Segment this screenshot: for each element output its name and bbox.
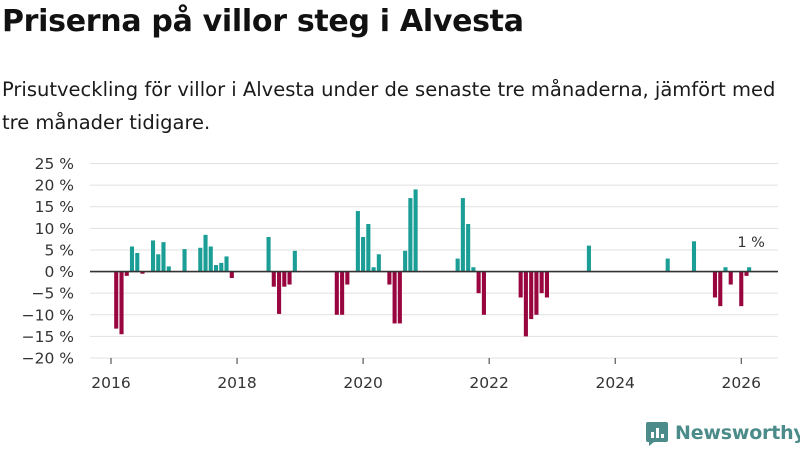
x-tick-label: 2018 <box>217 374 256 392</box>
bar-positive <box>182 249 187 272</box>
bar-positive <box>203 234 208 272</box>
x-axis-tick-labels: 2016 2018 2020 2022 2024 2026 <box>91 358 761 392</box>
brand-name: Newsworthy <box>675 422 800 444</box>
annotation-label: 1 % <box>737 235 765 251</box>
chart-subtitle: Prisutveckling för villor i Alvesta unde… <box>2 78 776 134</box>
bar-positive <box>466 224 471 272</box>
bar-negative <box>518 271 523 298</box>
chart-title: Priserna på villor steg i Alvesta <box>2 4 524 39</box>
bar-positive <box>376 254 381 272</box>
gridlines <box>90 163 778 359</box>
bar-negative <box>481 271 486 315</box>
bar-negative <box>340 271 345 315</box>
y-tick-label: 15 % <box>35 198 74 216</box>
bar-positive <box>455 258 460 272</box>
bar-positive <box>586 245 591 272</box>
bar-negative <box>229 271 234 279</box>
y-tick-label: −20 % <box>22 350 74 368</box>
bar-negative <box>529 271 534 320</box>
bar-positive <box>161 242 166 272</box>
bar-negative <box>387 271 392 285</box>
bar-negative <box>287 271 292 285</box>
bar-negative <box>271 271 276 287</box>
bar-negative <box>119 271 124 335</box>
bar-positive <box>747 267 752 272</box>
bar-positive <box>156 254 161 272</box>
y-tick-label: −15 % <box>22 328 74 346</box>
bar-positive <box>214 265 219 272</box>
y-tick-label: 5 % <box>44 241 74 259</box>
x-tick-label: 2022 <box>469 374 508 392</box>
bar-negative <box>476 271 481 294</box>
bar-negative <box>544 271 549 298</box>
bar-positive <box>361 236 366 272</box>
y-tick-label: 10 % <box>35 220 74 238</box>
bar-negative <box>397 271 402 324</box>
y-tick-label: −10 % <box>22 306 74 324</box>
bar-negative <box>712 271 718 298</box>
newsworthy-logo-icon <box>646 421 668 446</box>
bar-positive <box>355 211 360 272</box>
x-tick-label: 2024 <box>595 374 634 392</box>
bar-positive <box>219 262 224 272</box>
bar-positive <box>166 266 171 272</box>
bar-negative <box>534 271 539 315</box>
bar-positive <box>665 258 670 272</box>
bar-chart: 25 % 20 % 15 % 10 % 5 % 0 % −5 % −10 % −15 % −20 … <box>22 155 778 392</box>
bar-positive <box>292 250 297 272</box>
y-axis-tick-labels: 25 % 20 % 15 % 10 % 5 % 0 % −5 % −10 % −15 % −20 … <box>22 155 74 368</box>
bar-positive <box>460 198 465 272</box>
bar-positive <box>208 246 213 272</box>
bar-positive <box>224 256 229 272</box>
bar-positive <box>266 236 271 272</box>
y-tick-label: 0 % <box>44 263 74 281</box>
bar-negative <box>523 271 528 337</box>
x-tick-label: 2020 <box>343 374 382 392</box>
bar-positive <box>135 252 140 272</box>
bar-negative <box>744 271 749 276</box>
bar-negative <box>140 271 145 274</box>
bar-positive <box>198 247 203 272</box>
bar-negative <box>114 271 119 329</box>
bar-negative <box>277 271 282 314</box>
bar-positive <box>471 267 476 272</box>
bar-positive <box>408 198 413 272</box>
bar-positive <box>129 246 135 272</box>
bar-negative <box>282 271 287 287</box>
bar-negative <box>539 271 544 294</box>
bar-positive <box>150 240 156 272</box>
bar-negative <box>334 271 339 315</box>
bar-positive <box>371 267 376 272</box>
bar-negative <box>345 271 350 285</box>
bar-negative <box>739 271 744 307</box>
bar-negative <box>718 271 723 307</box>
bar-negative <box>124 271 129 276</box>
bar-negative <box>728 271 733 285</box>
bar-positive <box>366 224 371 272</box>
annotations: 1 % <box>737 235 765 251</box>
x-tick-label: 2016 <box>91 374 130 392</box>
y-tick-label: 25 % <box>35 155 74 173</box>
newsworthy-logo: Newsworthy <box>645 420 800 446</box>
x-tick-label: 2026 <box>722 374 761 392</box>
y-tick-label: 20 % <box>35 177 74 195</box>
y-tick-label: −5 % <box>31 285 74 303</box>
bar-positive <box>403 250 408 272</box>
bar-negative <box>392 271 397 324</box>
bar-positive <box>691 241 697 272</box>
bar-positive <box>413 189 418 272</box>
bar-positive <box>723 267 728 272</box>
bars <box>114 189 752 337</box>
